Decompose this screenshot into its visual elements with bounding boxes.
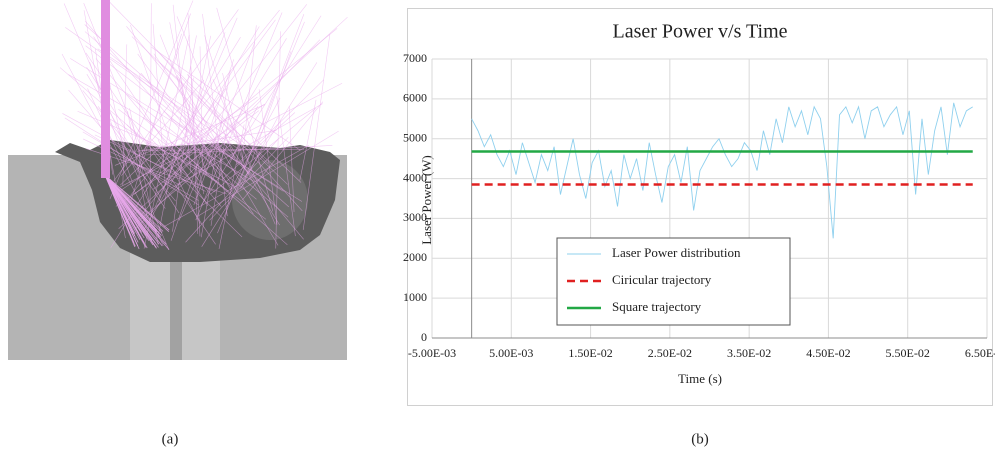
x-tick-label: 6.50E-02 xyxy=(965,346,995,360)
x-tick-label: 4.50E-02 xyxy=(806,346,850,360)
y-tick-label: 6000 xyxy=(403,91,427,105)
y-tick-label: 5000 xyxy=(403,130,427,144)
y-tick-label: 7000 xyxy=(403,51,427,65)
x-tick-label: -5.00E-03 xyxy=(408,346,456,360)
workpiece-shade xyxy=(170,250,182,360)
x-tick-label: 5.50E-02 xyxy=(886,346,930,360)
x-tick-label: 2.50E-02 xyxy=(648,346,692,360)
legend-label: Ciricular trajectory xyxy=(612,272,712,287)
x-tick-label: 1.50E-02 xyxy=(568,346,612,360)
y-tick-label: 3000 xyxy=(403,210,427,224)
x-axis-label: Time (s) xyxy=(678,371,722,386)
caption: (b) xyxy=(691,431,709,447)
y-tick-label: 2000 xyxy=(403,250,427,264)
x-tick-label: 3.50E-02 xyxy=(727,346,771,360)
caption: (a) xyxy=(162,431,179,447)
chart-title: Laser Power v/s Time xyxy=(613,21,788,43)
simulation-image xyxy=(8,0,347,360)
legend-label: Laser Power distribution xyxy=(612,245,741,260)
y-tick-label: 1000 xyxy=(403,290,427,304)
legend-label: Square trajectory xyxy=(612,299,702,314)
laser-beam xyxy=(101,0,110,178)
y-tick-label: 4000 xyxy=(403,170,427,184)
y-tick-label: 0 xyxy=(421,330,427,344)
x-tick-label: 5.00E-03 xyxy=(489,346,533,360)
